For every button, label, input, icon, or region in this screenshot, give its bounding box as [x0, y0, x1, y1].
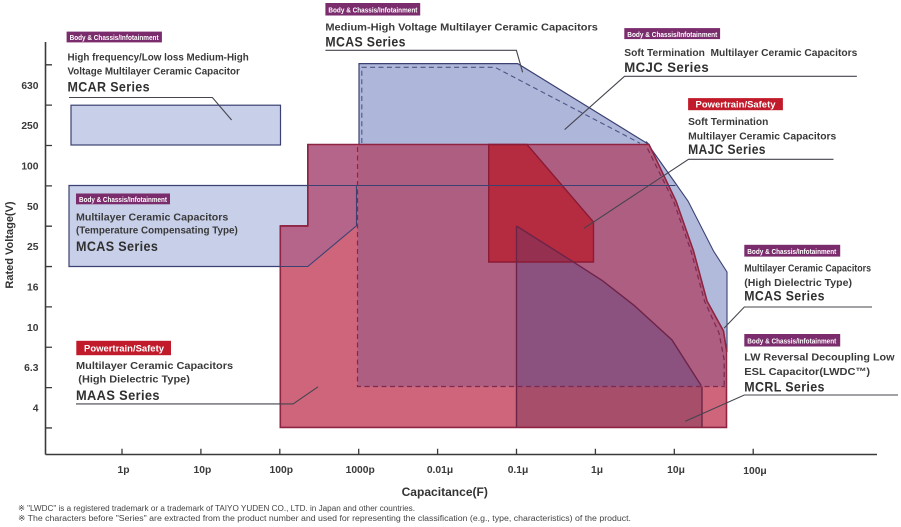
svg-text:Multilayer Ceramic Capacitors: Multilayer Ceramic Capacitors [76, 361, 233, 372]
svg-text:Multilayer Ceramic Capacitors: Multilayer Ceramic Capacitors [744, 264, 871, 275]
svg-text:Body & Chassis/Infotainment: Body & Chassis/Infotainment [70, 33, 159, 42]
svg-text:Soft Termination: Soft Termination [688, 117, 768, 128]
svg-text:(Temperature Compensating Type: (Temperature Compensating Type) [76, 226, 238, 237]
svg-text:25: 25 [27, 242, 39, 253]
svg-text:Soft Termination Multilayer C: Soft Termination Multilayer Ceramic Capa… [624, 48, 857, 59]
svg-text:630: 630 [21, 81, 38, 92]
svg-text:High frequency/Low loss Medium: High frequency/Low loss Medium-High [68, 53, 249, 64]
svg-text:Rated Voltage(V): Rated Voltage(V) [4, 201, 16, 289]
svg-text:6.3: 6.3 [24, 363, 39, 374]
svg-text:10p: 10p [194, 465, 212, 476]
svg-text:LW Reversal Decoupling Low: LW Reversal Decoupling Low [744, 353, 895, 364]
svg-text:MAJC Series: MAJC Series [688, 142, 766, 157]
svg-text:4: 4 [33, 404, 39, 415]
svg-text:Body & Chassis/Infotainment: Body & Chassis/Infotainment [747, 247, 836, 256]
svg-text:Body & Chassis/Infotainment: Body & Chassis/Infotainment [627, 30, 717, 39]
svg-text:MCAS Series: MCAS Series [325, 34, 405, 49]
svg-text:MCAR Series: MCAR Series [68, 80, 150, 95]
svg-text:MCAS Series: MCAS Series [76, 239, 158, 254]
svg-text:MCJC Series: MCJC Series [624, 60, 709, 75]
svg-text:10: 10 [27, 323, 39, 334]
svg-text:ESL Capacitor(LWDC™): ESL Capacitor(LWDC™) [744, 367, 870, 378]
svg-text:16: 16 [27, 283, 39, 294]
svg-text:(High Dielectric Type): (High Dielectric Type) [744, 278, 852, 289]
svg-text:Body & Chassis/Infotainment: Body & Chassis/Infotainment [79, 195, 167, 204]
svg-text:Voltage Multilayer Ceramic Cap: Voltage Multilayer Ceramic Capacitor [68, 66, 240, 77]
svg-text:Multilayer Ceramic Capacitors: Multilayer Ceramic Capacitors [76, 213, 229, 224]
svg-text:MAAS Series: MAAS Series [76, 388, 160, 403]
svg-text:100: 100 [21, 162, 38, 173]
svg-text:0.01μ: 0.01μ [427, 465, 453, 476]
svg-text:Powertrain/Safety: Powertrain/Safety [84, 344, 164, 354]
svg-text:Body & Chassis/Infotainment: Body & Chassis/Infotainment [747, 337, 836, 346]
svg-text:※ "LWDC" is a registered trade: ※ "LWDC" is a registered trademark or a … [18, 504, 415, 513]
svg-text:100μ: 100μ [743, 466, 766, 477]
svg-text:MCAS Series: MCAS Series [744, 289, 825, 304]
svg-text:Powertrain/Safety: Powertrain/Safety [696, 100, 776, 110]
svg-text:Medium-High Voltage Multilayer: Medium-High Voltage Multilayer Ceramic C… [325, 23, 598, 34]
svg-text:※ The characters before "Serie: ※ The characters before "Series" are ext… [18, 514, 631, 523]
svg-text:1000p: 1000p [346, 465, 375, 476]
svg-text:Capacitance(F): Capacitance(F) [402, 485, 488, 499]
svg-text:Body & Chassis/Infotainment: Body & Chassis/Infotainment [328, 6, 417, 15]
svg-text:1p: 1p [117, 465, 129, 476]
svg-text:50: 50 [27, 202, 39, 213]
svg-text:0.1μ: 0.1μ [508, 465, 529, 476]
svg-text:MCRL Series: MCRL Series [744, 380, 825, 395]
svg-text:100p: 100p [270, 465, 293, 476]
svg-text:1μ: 1μ [591, 465, 603, 476]
svg-text:250: 250 [21, 121, 38, 132]
svg-text:(High Dielectric Type): (High Dielectric Type) [78, 375, 190, 386]
svg-text:Multilayer Ceramic Capacitors: Multilayer Ceramic Capacitors [688, 131, 836, 142]
svg-text:10μ: 10μ [667, 465, 685, 476]
